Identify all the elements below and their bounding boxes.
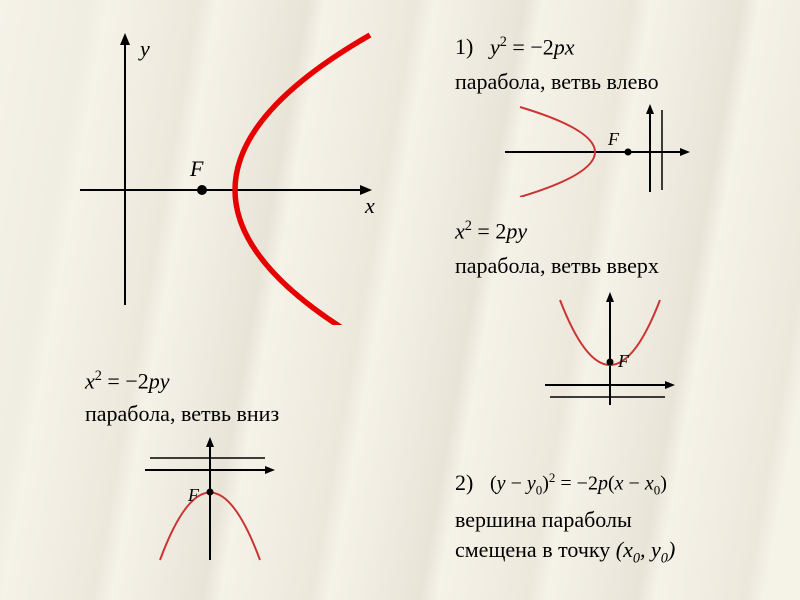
mini-up-focus: F (618, 350, 629, 373)
item1-caption: парабола, ветвь влево (455, 68, 659, 97)
item-up-caption: парабола, ветвь вверх (455, 252, 659, 281)
item2-caption1: вершина параболы (455, 506, 632, 535)
item2-caption2: смещена в точку (x0, y0) (455, 536, 675, 568)
item-up-equation: x2 = 2py (455, 218, 527, 244)
item-down-equation: x2 = −2py (85, 368, 170, 394)
item1-equation: y2 = −2px (490, 34, 575, 60)
main-x-label: x (365, 192, 375, 221)
item1-number: 1) (455, 34, 473, 60)
mini-down-parabola (140, 435, 280, 570)
mini-left-focus: F (608, 128, 619, 151)
mini-up-parabola (540, 290, 680, 415)
item2-equation: (y − y0)2 = −2p(x − x0) (490, 470, 667, 499)
mini-down-focus: F (188, 484, 199, 507)
mini-left-parabola (500, 102, 700, 197)
item2-number: 2) (455, 470, 473, 496)
main-parabola-graph (70, 25, 390, 325)
main-y-label: y (140, 35, 150, 64)
item-down-caption: парабола, ветвь вниз (85, 400, 279, 429)
main-focus-label: F (190, 155, 203, 184)
item2-caption2-prefix: смещена в точку (455, 537, 616, 562)
